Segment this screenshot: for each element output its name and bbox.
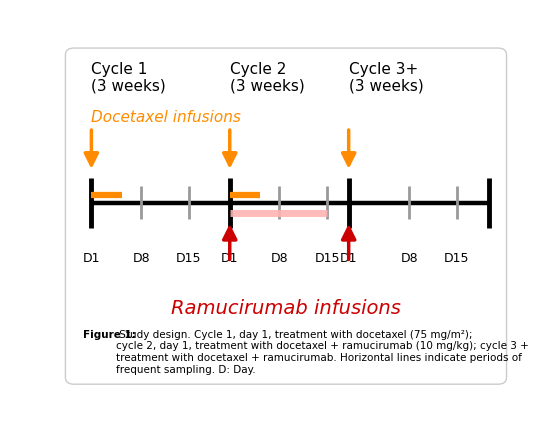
- Text: D1: D1: [83, 253, 100, 265]
- Text: Cycle 1
(3 weeks): Cycle 1 (3 weeks): [92, 62, 166, 94]
- Text: D15: D15: [314, 253, 340, 265]
- Text: D8: D8: [132, 253, 150, 265]
- Text: D1: D1: [221, 253, 238, 265]
- Text: Cycle 3+
(3 weeks): Cycle 3+ (3 weeks): [349, 62, 424, 94]
- Text: D8: D8: [271, 253, 288, 265]
- Text: D15: D15: [176, 253, 201, 265]
- Text: Cycle 2
(3 weeks): Cycle 2 (3 weeks): [230, 62, 305, 94]
- Text: Figure 1:: Figure 1:: [83, 330, 136, 340]
- Text: Docetaxel infusions: Docetaxel infusions: [92, 110, 241, 125]
- Text: Ramucirumab infusions: Ramucirumab infusions: [171, 299, 401, 318]
- Text: D8: D8: [401, 253, 418, 265]
- Text: D15: D15: [444, 253, 469, 265]
- Text: D1: D1: [340, 253, 358, 265]
- Text: Study design. Cycle 1, day 1, treatment with docetaxel (75 mg/m²);
cycle 2, day : Study design. Cycle 1, day 1, treatment …: [116, 330, 529, 374]
